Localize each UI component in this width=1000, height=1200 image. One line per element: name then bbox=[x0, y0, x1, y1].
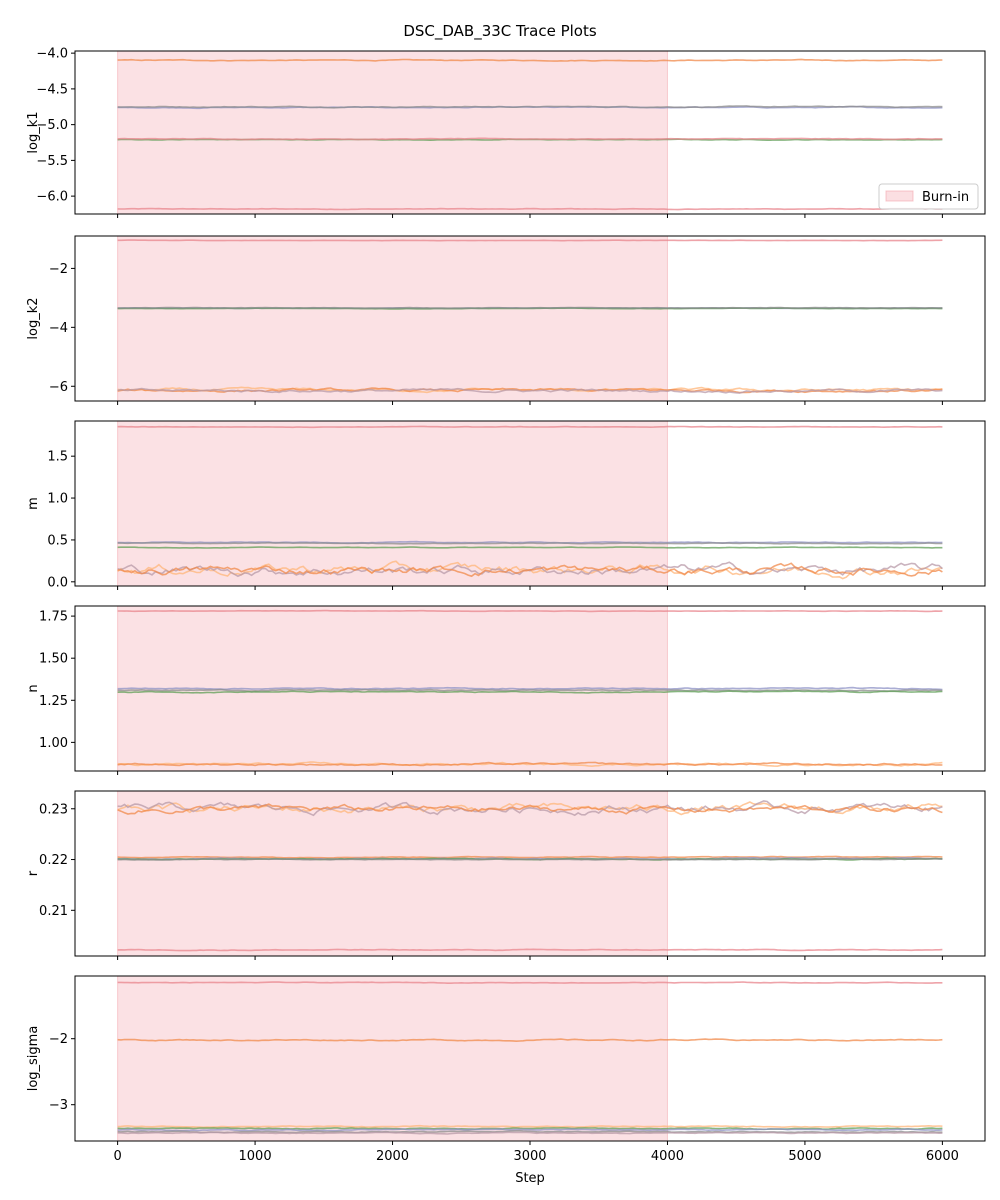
trace-line bbox=[117, 1129, 943, 1134]
trace-line bbox=[117, 855, 943, 859]
y-tick-label: 0.23 bbox=[39, 802, 68, 817]
y-tick-label: 1.00 bbox=[39, 736, 68, 751]
x-tick-label: 2000 bbox=[376, 1149, 409, 1164]
trace-line bbox=[117, 761, 943, 767]
x-tick-label: 4000 bbox=[651, 1149, 684, 1164]
y-tick-label: 1.50 bbox=[39, 652, 68, 667]
trace-line bbox=[117, 1128, 943, 1132]
trace-line bbox=[117, 58, 943, 62]
burn-in-region bbox=[117, 235, 668, 402]
y-tick-label: −3 bbox=[49, 1098, 68, 1113]
x-tick-label: 1000 bbox=[239, 1149, 272, 1164]
y-tick-label: 0.5 bbox=[47, 533, 68, 548]
trace-line bbox=[117, 387, 943, 394]
panel-log_sigma: −3 −2 0 1000 2000 3000 4000 5000 6000 log_sigma bbox=[26, 975, 986, 1164]
x-tick-label: 5000 bbox=[788, 1149, 821, 1164]
trace-line bbox=[117, 105, 943, 109]
trace-line bbox=[117, 562, 943, 578]
trace-line bbox=[117, 948, 943, 952]
y-tick-label: −6 bbox=[49, 380, 68, 395]
traces bbox=[117, 239, 943, 394]
traces bbox=[117, 609, 943, 768]
trace-line bbox=[117, 1038, 943, 1043]
y-axis-label: log_k2 bbox=[26, 297, 41, 339]
trace-line bbox=[117, 137, 943, 141]
panel-m: 0.0 0.5 1.0 1.5 m bbox=[26, 420, 986, 590]
y-tick-label: −6.0 bbox=[36, 190, 68, 205]
x-tick-label: 6000 bbox=[926, 1149, 959, 1164]
traces bbox=[117, 425, 943, 580]
trace-line bbox=[117, 306, 943, 310]
trace-line bbox=[117, 690, 943, 694]
traces bbox=[117, 58, 943, 211]
trace-line bbox=[117, 803, 943, 815]
trace-line bbox=[117, 800, 943, 817]
y-tick-label: 0.21 bbox=[39, 904, 68, 919]
trace-line bbox=[117, 1124, 943, 1129]
legend: Burn-in bbox=[878, 183, 979, 210]
panel-log_k1: −6.0 −5.5 −5.0 −4.5 −4.0 log_k1 Burn-in bbox=[26, 47, 986, 218]
burn-in-region bbox=[117, 975, 668, 1142]
figure-title: DSC_DAB_33C Trace Plots bbox=[403, 22, 597, 41]
panel-r: 0.21 0.22 0.23 r bbox=[26, 790, 986, 960]
panel-log_k2: −6 −4 −2 log_k2 bbox=[26, 235, 986, 405]
panel-n: 1.00 1.25 1.50 1.75 n bbox=[26, 605, 986, 775]
y-tick-label: −5.5 bbox=[36, 154, 68, 169]
burn-in-region bbox=[117, 790, 668, 957]
trace-line bbox=[117, 1131, 943, 1135]
trace-line bbox=[117, 425, 943, 429]
y-axis-label: log_sigma bbox=[26, 1026, 41, 1092]
y-tick-label: −4.5 bbox=[36, 82, 68, 97]
y-tick-label: −4.0 bbox=[36, 47, 68, 62]
y-tick-label: −2 bbox=[49, 262, 68, 277]
y-tick-label: 1.75 bbox=[39, 610, 68, 625]
y-tick-label: −2 bbox=[49, 1032, 68, 1047]
trace-line bbox=[117, 857, 943, 861]
y-axis-label: n bbox=[26, 684, 41, 692]
trace-line bbox=[117, 207, 943, 211]
y-tick-label: 0.22 bbox=[39, 853, 68, 868]
trace-line bbox=[117, 541, 943, 545]
trace-line bbox=[117, 688, 943, 692]
legend-swatch bbox=[885, 190, 914, 202]
burn-in-region bbox=[117, 50, 668, 215]
y-tick-label: −4 bbox=[49, 321, 68, 336]
y-axis-label: r bbox=[26, 870, 41, 876]
trace-line bbox=[117, 540, 943, 544]
x-tick-label: 0 bbox=[113, 1149, 121, 1164]
y-tick-label: 1.0 bbox=[47, 492, 68, 507]
traces bbox=[117, 800, 943, 952]
trace-line bbox=[117, 761, 943, 768]
traces bbox=[117, 981, 943, 1135]
y-tick-label: 1.5 bbox=[47, 450, 68, 465]
trace-line bbox=[117, 801, 943, 816]
y-tick-label: 1.25 bbox=[39, 694, 68, 709]
x-tick-label: 3000 bbox=[513, 1149, 546, 1164]
y-axis-label: log_k1 bbox=[26, 111, 41, 153]
trace-line bbox=[117, 686, 943, 691]
x-axis-label: Step bbox=[515, 1171, 545, 1186]
trace-line bbox=[117, 239, 943, 242]
trace-line bbox=[117, 981, 943, 985]
y-tick-label: −5.0 bbox=[36, 118, 68, 133]
y-tick-label: 0.0 bbox=[47, 575, 68, 590]
legend-label: Burn-in bbox=[922, 190, 969, 205]
trace-line bbox=[117, 609, 943, 613]
y-axis-label: m bbox=[26, 497, 41, 510]
trace-line bbox=[117, 546, 943, 549]
legend-frame bbox=[878, 183, 979, 210]
